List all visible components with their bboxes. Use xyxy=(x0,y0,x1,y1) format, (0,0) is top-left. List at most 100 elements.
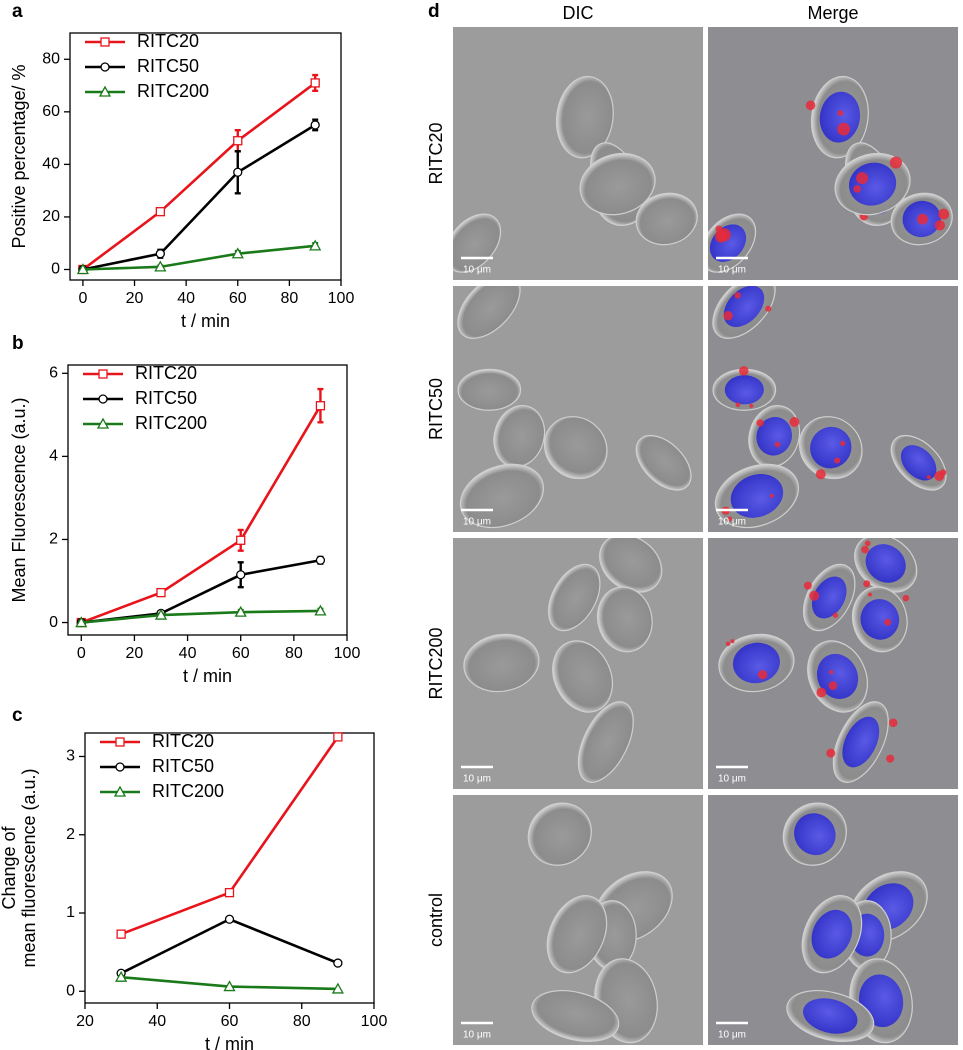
micrograph: 10 μm xyxy=(453,286,703,532)
cell xyxy=(596,586,653,653)
series-line xyxy=(120,917,339,975)
y-tick-label: 3 xyxy=(66,748,75,765)
marker xyxy=(75,616,88,628)
marker xyxy=(233,136,243,146)
red-spot xyxy=(803,581,812,590)
cell xyxy=(552,640,613,713)
x-tick-label: 100 xyxy=(361,1013,388,1030)
x-tick-label: 20 xyxy=(76,1013,94,1030)
marker xyxy=(310,78,320,88)
plot-frame xyxy=(69,32,342,281)
legend-marker xyxy=(113,785,127,797)
micrograph: 10 μm xyxy=(453,795,703,1045)
cells xyxy=(457,286,692,529)
x-tick-label: 20 xyxy=(126,290,144,307)
marker xyxy=(331,982,344,994)
marker xyxy=(154,260,167,272)
red-spot xyxy=(765,305,772,312)
cell xyxy=(457,286,521,339)
legend-label: RITC200 xyxy=(152,781,224,801)
red-spot xyxy=(886,754,895,763)
red-spot xyxy=(888,718,898,728)
legend-marker xyxy=(100,62,110,72)
red-spot xyxy=(884,618,892,626)
scale-bar-label: 10 μm xyxy=(463,517,491,528)
nucleus xyxy=(756,416,793,456)
cell xyxy=(546,895,608,974)
legend-label: RITC50 xyxy=(135,388,197,408)
red-spot xyxy=(730,639,735,644)
red-spot xyxy=(816,687,827,698)
legend-marker xyxy=(115,737,125,747)
y-tick-label: 20 xyxy=(42,208,60,225)
legend-marker xyxy=(100,37,110,47)
marker xyxy=(309,239,322,251)
marker xyxy=(116,929,126,939)
cells xyxy=(453,75,698,273)
series-line xyxy=(82,123,316,271)
marker xyxy=(231,247,244,259)
scale-bar-label: 10 μm xyxy=(718,265,746,276)
panel-label: c xyxy=(12,705,23,726)
red-spot xyxy=(727,516,733,522)
red-spot xyxy=(725,641,731,647)
marker xyxy=(315,401,326,411)
cell xyxy=(579,152,656,216)
row-label: RITC200 xyxy=(426,627,446,699)
column-title: Merge xyxy=(807,3,858,23)
micrograph: 10 μm xyxy=(708,27,958,280)
panel-label: d xyxy=(428,1,440,22)
x-tick-label: 60 xyxy=(232,645,250,662)
marker xyxy=(233,167,243,177)
legend-label: RITC50 xyxy=(137,56,199,76)
y-tick-label: 40 xyxy=(42,156,60,173)
red-spot xyxy=(837,110,844,117)
nucleus xyxy=(794,813,836,856)
row-label: control xyxy=(426,893,446,947)
cell xyxy=(635,192,698,246)
series-line xyxy=(80,405,322,624)
cell xyxy=(555,75,614,159)
x-tick-label: 0 xyxy=(77,645,86,662)
marker xyxy=(333,732,343,742)
legend-marker xyxy=(96,417,110,429)
red-spot xyxy=(840,440,846,446)
x-tick-label: 0 xyxy=(78,290,87,307)
legend-label: RITC200 xyxy=(135,413,207,433)
cell xyxy=(457,368,522,411)
red-spot xyxy=(809,590,820,601)
red-spot xyxy=(826,748,836,758)
y-tick-label: 2 xyxy=(66,826,75,843)
row-label: RITC20 xyxy=(426,122,446,184)
legend-label: RITC200 xyxy=(137,81,209,101)
nucleus xyxy=(730,473,784,518)
panel-label: a xyxy=(12,1,23,22)
y-axis-label: Positive percentage/ % xyxy=(9,64,29,248)
micrograph: 10 μm xyxy=(453,538,703,789)
red-spot xyxy=(867,592,873,597)
red-spot xyxy=(861,545,869,554)
chart: a 0 20 40 60 80 100 0 20 40 60 80 t / min Positive pe… xyxy=(9,1,355,331)
plot-frame xyxy=(67,364,348,636)
x-tick-label: 20 xyxy=(126,645,144,662)
marker xyxy=(154,608,168,620)
x-tick-label: 40 xyxy=(179,645,197,662)
red-spot xyxy=(756,419,764,427)
cell xyxy=(531,990,620,1042)
legend-marker xyxy=(115,762,125,772)
legend-label: RITC20 xyxy=(135,363,197,383)
nucleus xyxy=(811,576,847,619)
cells xyxy=(718,538,918,783)
red-spot xyxy=(739,366,749,376)
x-tick-label: 80 xyxy=(285,645,303,662)
red-spot xyxy=(735,402,741,408)
marker xyxy=(314,604,327,616)
micrograph: 10 μm xyxy=(708,286,958,532)
red-spot xyxy=(853,185,861,193)
cell xyxy=(543,416,608,480)
red-spot xyxy=(926,475,931,480)
cells xyxy=(708,75,953,273)
x-tick-label: 80 xyxy=(293,1013,311,1030)
series-line xyxy=(82,244,316,271)
marker xyxy=(155,249,165,259)
